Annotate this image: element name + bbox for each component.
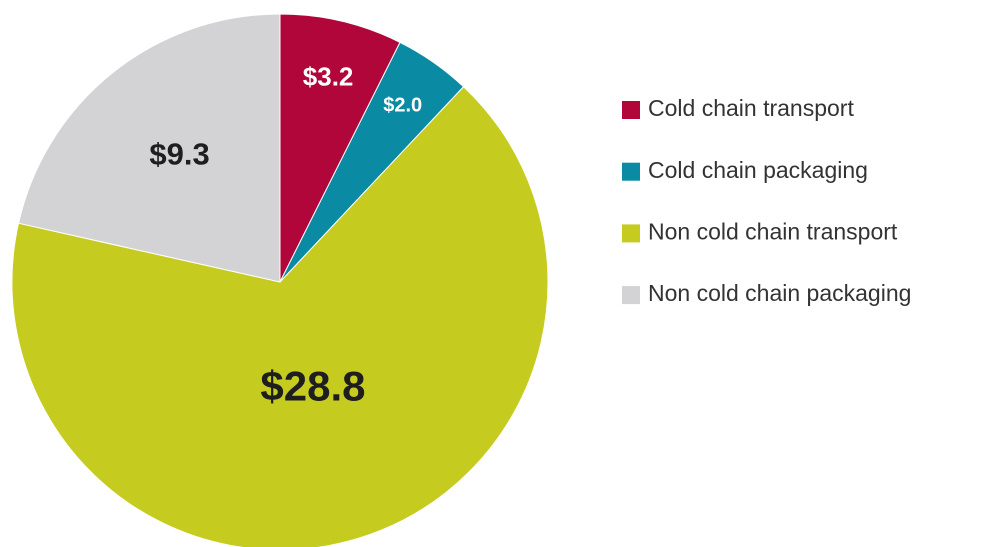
slice-label: $28.8 xyxy=(260,363,365,410)
legend-swatch xyxy=(622,224,640,243)
legend-swatch xyxy=(622,101,640,119)
pie-slice xyxy=(11,86,549,547)
legend-swatch xyxy=(622,162,640,181)
pie-slice xyxy=(17,13,281,283)
pie-slice xyxy=(279,13,401,283)
legend-swatch xyxy=(622,286,640,305)
legend-label: Non cold chain packaging xyxy=(648,280,911,306)
slice-label: $9.3 xyxy=(149,137,209,172)
legend-label: Cold chain transport xyxy=(648,95,854,121)
slice-label: $2.0 xyxy=(383,94,422,116)
legend-label: Cold chain packaging xyxy=(648,157,868,183)
slice-label: $3.2 xyxy=(303,61,354,91)
legend-label: Non cold chain transport xyxy=(648,218,898,244)
